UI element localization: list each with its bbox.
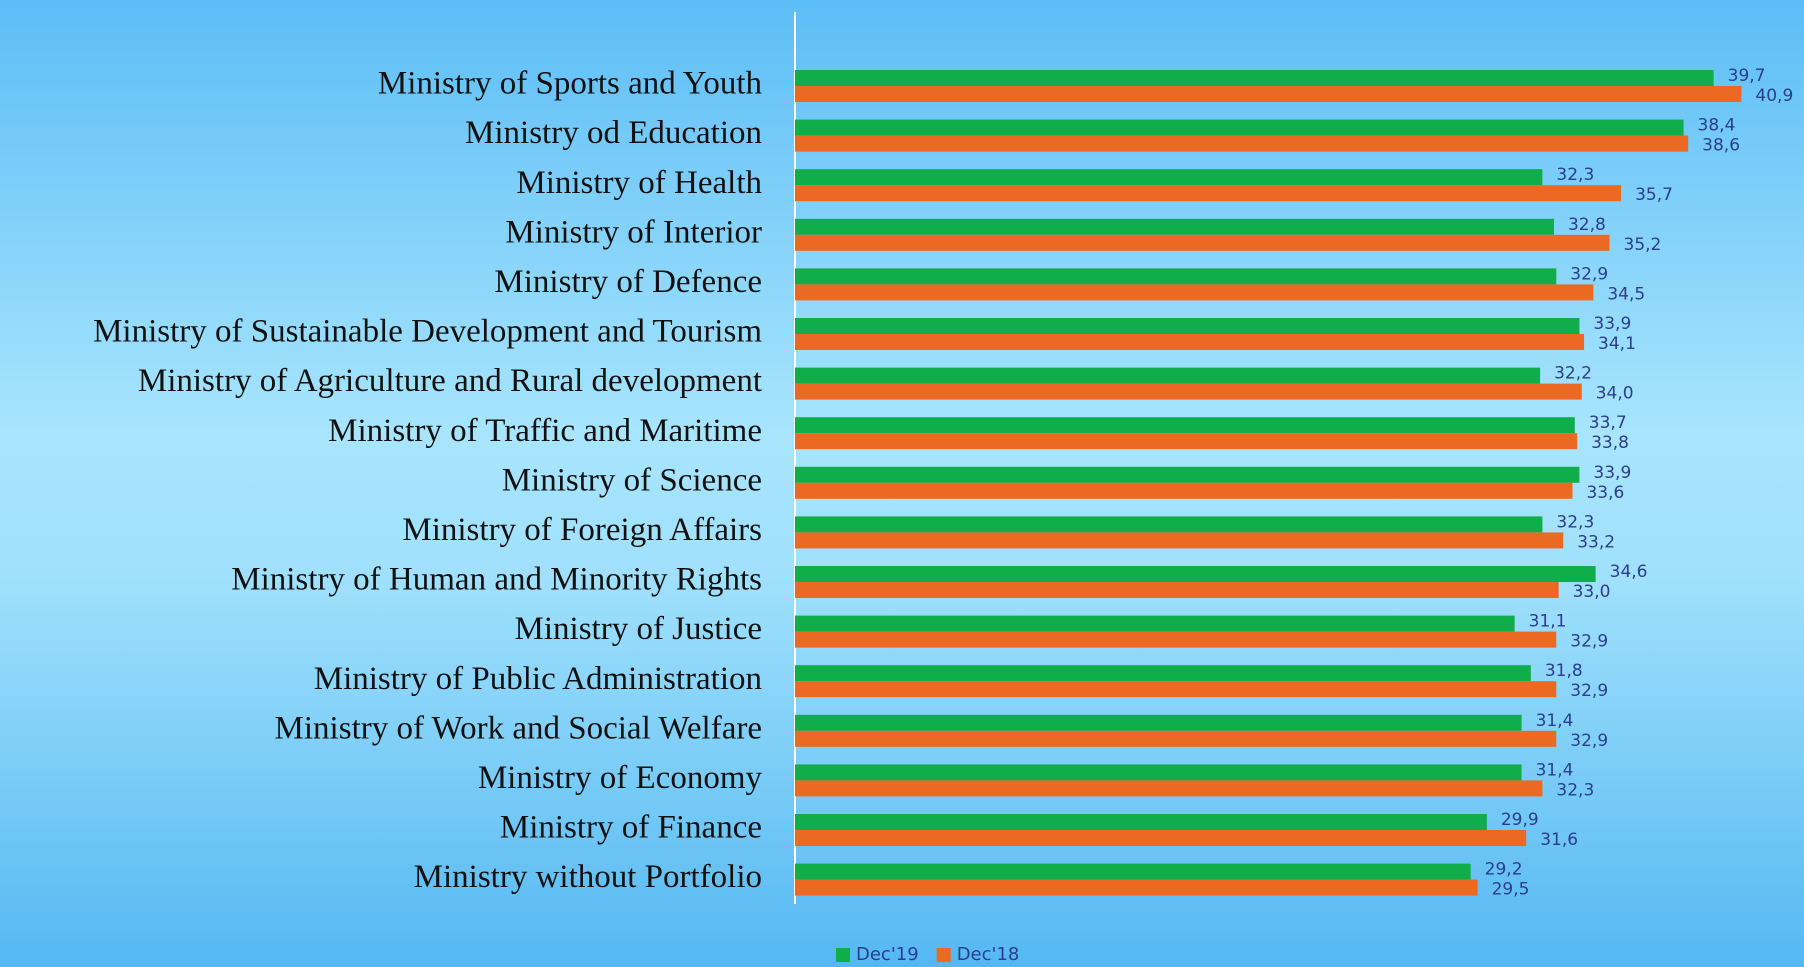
value-label: 33,9 — [1593, 463, 1631, 483]
bar — [795, 466, 1580, 483]
bar — [795, 284, 1594, 301]
bar — [795, 863, 1471, 880]
category-label: Ministry of Work and Social Welfare — [275, 710, 762, 746]
category-label: Ministry of Science — [502, 462, 762, 498]
bar — [795, 367, 1541, 384]
value-label: 31,4 — [1536, 711, 1574, 731]
value-label: 38,4 — [1698, 116, 1736, 136]
value-label: 29,5 — [1492, 880, 1530, 900]
bar — [795, 119, 1684, 136]
bar — [795, 879, 1478, 896]
value-label: 32,2 — [1554, 364, 1592, 384]
category-label: Ministry of Economy — [478, 760, 763, 796]
value-label: 31,4 — [1536, 760, 1574, 780]
bar — [795, 532, 1564, 549]
bar — [795, 764, 1522, 781]
value-label: 33,7 — [1589, 413, 1627, 433]
legend-label: Dec'18 — [957, 944, 1020, 965]
category-label: Ministry of Finance — [500, 810, 762, 846]
category-label: Ministry od Education — [465, 115, 762, 151]
category-label: Ministry of Human and Minority Rights — [231, 562, 762, 598]
category-label: Ministry of Health — [516, 165, 762, 201]
bar — [795, 582, 1559, 598]
bar — [795, 383, 1582, 400]
value-label: 33,0 — [1573, 582, 1611, 602]
bar — [795, 830, 1527, 846]
value-label: 34,5 — [1607, 284, 1645, 304]
value-label: 39,7 — [1728, 66, 1766, 86]
category-label: Ministry of Defence — [494, 264, 762, 300]
value-label: 33,6 — [1586, 483, 1624, 503]
category-label: Ministry of Agriculture and Rural develo… — [138, 363, 762, 399]
bar — [795, 482, 1573, 499]
value-label: 34,6 — [1610, 562, 1648, 582]
category-label: Ministry of Traffic and Maritime — [328, 413, 762, 449]
legend-label: Dec'19 — [856, 944, 919, 965]
value-label: 34,1 — [1598, 334, 1636, 354]
bar — [795, 135, 1689, 152]
category-label: Ministry of Sustainable Development and … — [93, 314, 762, 350]
bar — [795, 318, 1580, 334]
category-label: Ministry of Sports and Youth — [378, 66, 763, 102]
bar — [795, 86, 1742, 102]
value-label: 35,7 — [1635, 185, 1673, 205]
value-label: 33,8 — [1591, 433, 1629, 453]
category-label: Ministry of Interior — [505, 214, 762, 250]
bar — [795, 780, 1543, 797]
value-label: 34,0 — [1596, 384, 1634, 404]
bar — [795, 714, 1522, 731]
bar — [795, 631, 1557, 648]
bar — [795, 169, 1543, 186]
bar — [795, 433, 1578, 450]
value-label: 35,2 — [1624, 235, 1662, 255]
value-label: 29,9 — [1501, 810, 1539, 830]
bar — [795, 234, 1610, 251]
value-label: 32,3 — [1556, 165, 1594, 185]
legend-swatch — [936, 948, 951, 962]
value-label: 29,2 — [1485, 860, 1523, 880]
bar — [795, 665, 1531, 682]
category-label: Ministry of Public Administration — [314, 661, 762, 697]
value-label: 32,3 — [1556, 512, 1594, 532]
bar — [795, 417, 1575, 434]
value-label: 33,2 — [1577, 532, 1615, 552]
bar — [795, 730, 1557, 747]
value-label: 32,9 — [1570, 264, 1608, 284]
bar — [795, 814, 1487, 830]
value-label: 38,6 — [1702, 136, 1740, 156]
value-label: 32,9 — [1570, 681, 1608, 701]
category-label: Ministry of Foreign Affairs — [402, 512, 762, 548]
value-label: 31,1 — [1529, 612, 1567, 632]
value-label: 32,3 — [1556, 780, 1594, 800]
bar — [795, 70, 1714, 86]
value-label: 32,9 — [1570, 731, 1608, 751]
bar — [795, 615, 1515, 632]
bar — [795, 334, 1585, 350]
bar — [795, 185, 1622, 202]
bar — [795, 268, 1557, 285]
value-label: 31,8 — [1545, 661, 1583, 681]
bar — [795, 218, 1554, 235]
value-label: 33,9 — [1593, 314, 1631, 334]
bar — [795, 516, 1543, 533]
legend-swatch — [836, 948, 850, 962]
category-label: Ministry without Portfolio — [414, 859, 762, 895]
value-label: 40,9 — [1755, 86, 1793, 106]
value-label: 32,9 — [1570, 632, 1608, 652]
bar — [795, 681, 1557, 698]
value-label: 32,8 — [1568, 215, 1606, 235]
value-label: 31,6 — [1540, 830, 1578, 850]
bar — [795, 566, 1596, 582]
category-label: Ministry of Justice — [515, 611, 762, 647]
